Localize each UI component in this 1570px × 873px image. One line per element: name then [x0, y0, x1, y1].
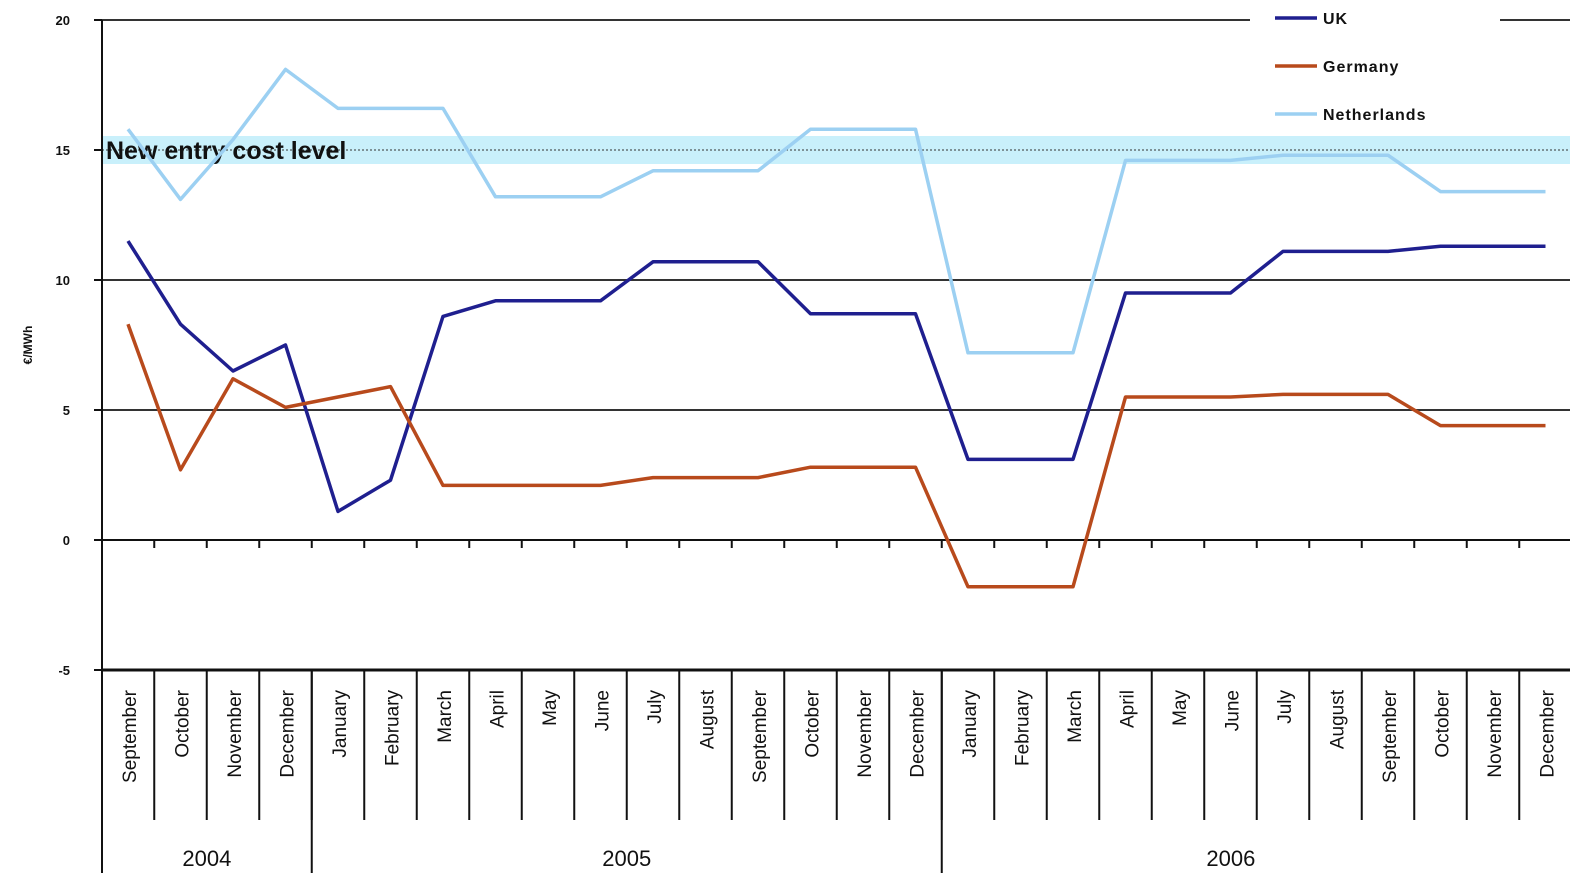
- gridlines: [102, 19, 1570, 411]
- y-tick-label: 15: [56, 143, 70, 158]
- month-label: September: [1380, 689, 1401, 783]
- month-label: August: [698, 689, 719, 749]
- month-label: November: [855, 689, 876, 777]
- series-lines: [126, 67, 1546, 589]
- series-line-uk: [126, 240, 1546, 514]
- month-label: April: [488, 690, 509, 728]
- month-label: December: [278, 689, 299, 777]
- month-label: September: [120, 689, 141, 783]
- month-label: February: [383, 690, 404, 767]
- month-label: July: [645, 690, 666, 724]
- month-label: June: [593, 690, 614, 731]
- legend-label: UK: [1323, 11, 1348, 28]
- year-label: 2004: [182, 846, 231, 871]
- month-label: March: [1065, 690, 1086, 743]
- month-label: December: [1538, 689, 1559, 777]
- month-label: July: [1275, 690, 1296, 724]
- month-label: October: [803, 689, 824, 757]
- series-line-germany: [126, 323, 1546, 589]
- y-tick-label: 5: [63, 403, 70, 418]
- month-label: November: [225, 689, 246, 777]
- month-label: February: [1013, 690, 1034, 767]
- month-label: June: [1223, 690, 1244, 731]
- month-label: October: [1433, 689, 1454, 757]
- month-label: January: [960, 690, 981, 758]
- month-label: December: [908, 689, 929, 777]
- y-axis-label: €/MWh: [21, 326, 35, 365]
- y-tick-label: 0: [63, 533, 70, 548]
- year-label: 2006: [1206, 846, 1255, 871]
- y-tick-label: 10: [56, 273, 70, 288]
- month-label: October: [173, 689, 194, 757]
- axes: -5 0 5 10 15 20 September October November Decemb…: [56, 13, 1570, 873]
- month-label: November: [1485, 689, 1506, 777]
- month-label: April: [1118, 690, 1139, 728]
- month-label: August: [1328, 689, 1349, 749]
- y-tick-label: -5: [58, 663, 70, 678]
- month-label: May: [540, 690, 561, 726]
- series-line-netherlands: [126, 67, 1546, 355]
- month-label: September: [750, 689, 771, 783]
- y-tick-label: 20: [56, 13, 70, 28]
- month-label: January: [330, 690, 351, 758]
- reference-band: New entry cost level: [102, 136, 1570, 165]
- month-label: May: [1170, 690, 1191, 726]
- legend-label: Germany: [1323, 59, 1399, 76]
- year-label: 2005: [602, 846, 651, 871]
- reference-label: New entry cost level: [106, 137, 346, 165]
- month-label: March: [435, 690, 456, 743]
- legend-label: Netherlands: [1323, 107, 1426, 124]
- legend: UK Germany Netherlands: [1275, 11, 1426, 124]
